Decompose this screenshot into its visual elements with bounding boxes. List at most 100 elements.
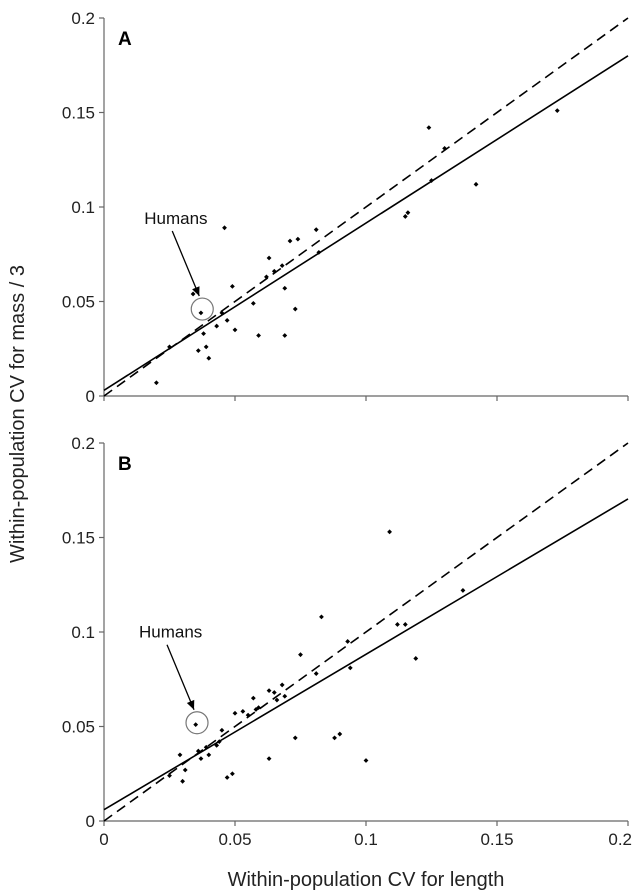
data-point xyxy=(229,283,235,289)
data-point xyxy=(402,214,408,219)
data-point xyxy=(282,333,288,338)
data-point xyxy=(198,310,204,316)
data-point xyxy=(224,318,230,323)
data-point xyxy=(282,693,288,699)
data-point xyxy=(219,310,225,316)
data-point xyxy=(203,744,209,750)
data-point xyxy=(413,656,419,661)
data-point xyxy=(405,210,411,216)
chart-panel-b: 0 0.05 0.1 0.15 0.2 0 0.05 0.1 0.15 0.2 B Humans xyxy=(62,434,632,849)
humans-arrow-line xyxy=(166,644,195,710)
panel-label: B xyxy=(118,454,132,475)
humans-circle xyxy=(190,297,214,321)
data-point xyxy=(256,705,261,710)
data-point xyxy=(426,125,432,131)
data-point xyxy=(271,690,277,695)
data-point xyxy=(250,300,256,306)
y-axis-title: Within-population CV for mass / 3 xyxy=(7,265,29,563)
data-point xyxy=(266,255,272,261)
data-point xyxy=(198,756,204,762)
data-point xyxy=(298,652,303,658)
chart-panel-a: 0 0.05 0.1 0.15 0.2 A Humans xyxy=(62,9,629,406)
data-point xyxy=(195,348,201,354)
data-point xyxy=(460,588,466,593)
y-tick-label: 0.1 xyxy=(71,623,95,642)
humans-label: Humans xyxy=(144,209,207,228)
x-tick-label: 0.05 xyxy=(218,830,251,849)
data-point xyxy=(363,758,369,763)
data-point xyxy=(347,665,353,671)
x-tick-label: 0.15 xyxy=(480,830,513,849)
dashed-line xyxy=(103,17,629,397)
data-point xyxy=(203,344,209,350)
data-point xyxy=(345,639,351,644)
data-point xyxy=(240,708,246,714)
data-point xyxy=(224,775,230,780)
data-point xyxy=(402,622,408,627)
data-point xyxy=(206,752,212,758)
x-tick-label: 0.2 xyxy=(608,830,632,849)
data-point xyxy=(190,291,196,297)
data-point xyxy=(313,671,319,676)
data-point xyxy=(201,331,206,337)
y-tick-label: 0 xyxy=(86,387,95,406)
data-point xyxy=(250,695,256,701)
data-point xyxy=(266,688,272,693)
data-point xyxy=(264,274,269,280)
data-point xyxy=(193,722,199,728)
data-point xyxy=(473,181,479,187)
data-point xyxy=(554,108,560,114)
data-point xyxy=(219,727,225,733)
data-point xyxy=(167,344,172,350)
y-tick-label: 0.1 xyxy=(71,198,95,217)
panel-label: A xyxy=(118,29,132,50)
y-tick-label: 0.15 xyxy=(62,529,95,548)
data-point xyxy=(337,731,343,737)
data-point xyxy=(274,697,280,703)
data-point xyxy=(206,355,212,361)
data-point xyxy=(266,756,272,762)
data-point xyxy=(279,263,285,268)
data-point xyxy=(271,268,277,274)
data-point xyxy=(292,306,298,312)
data-point xyxy=(216,739,222,745)
data-point xyxy=(222,225,227,231)
data-point xyxy=(256,333,261,338)
humans-circle xyxy=(185,711,209,735)
data-point xyxy=(229,771,235,777)
data-point xyxy=(279,682,285,688)
data-point xyxy=(214,743,220,748)
data-point xyxy=(214,323,220,329)
y-tick-label: 0 xyxy=(86,812,95,831)
data-point xyxy=(182,767,188,773)
data-point xyxy=(287,238,293,244)
y-tick-label: 0.05 xyxy=(62,293,95,312)
data-point xyxy=(167,773,172,779)
humans-arrow-head xyxy=(186,699,195,710)
y-tick-label: 0.05 xyxy=(62,718,95,737)
x-tick-label: 0.1 xyxy=(354,830,378,849)
data-point xyxy=(180,778,185,784)
y-tick-label: 0.2 xyxy=(71,9,95,28)
data-point xyxy=(245,712,251,718)
x-tick-label: 0 xyxy=(99,830,108,849)
y-tick-label: 0.15 xyxy=(62,104,95,123)
regression-line xyxy=(103,498,629,811)
data-point xyxy=(442,146,447,151)
data-point xyxy=(395,622,400,627)
data-point xyxy=(313,227,319,233)
data-point xyxy=(292,735,298,741)
data-point xyxy=(387,529,392,535)
data-point xyxy=(195,748,201,754)
y-tick-label: 0.2 xyxy=(71,434,95,453)
data-point xyxy=(177,752,183,758)
data-point xyxy=(295,236,301,242)
data-point xyxy=(282,285,288,291)
data-point xyxy=(232,327,238,333)
data-point xyxy=(232,710,238,716)
data-point xyxy=(429,178,434,183)
dashed-line xyxy=(103,442,629,822)
data-point xyxy=(316,249,322,255)
humans-arrow-head xyxy=(192,286,200,297)
